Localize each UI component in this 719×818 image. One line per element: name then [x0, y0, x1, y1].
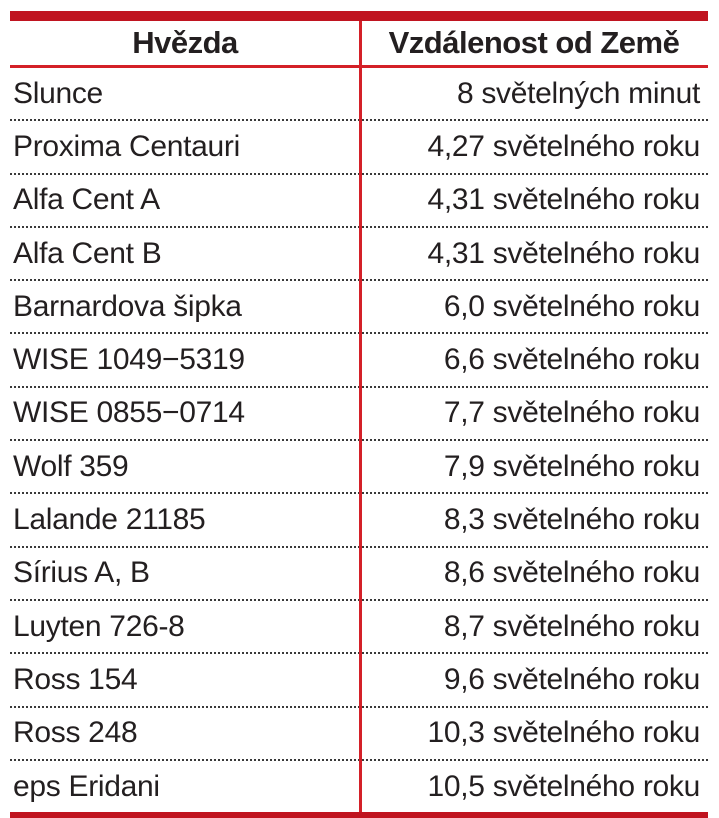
star-name-cell: WISE 0855−0714	[13, 396, 245, 430]
star-name-cell: Lalande 21185	[13, 503, 206, 537]
table-row: Barnardova šipka 6,0 světelného roku	[10, 281, 708, 335]
distance-cell: 4,27 světelného roku	[427, 129, 700, 163]
stars-distance-table: Hvězda Vzdálenost od Země Slunce 8 světe…	[10, 11, 708, 818]
distance-cell: 9,6 světelného roku	[443, 662, 700, 696]
star-name-cell: Alfa Cent A	[13, 183, 160, 217]
column-header-distance: Vzdálenost od Země	[388, 25, 680, 60]
column-header-star: Hvězda	[132, 25, 238, 60]
distance-cell: 10,5 světelného roku	[427, 769, 700, 803]
distance-cell: 8 světelných minut	[456, 76, 700, 110]
star-name-cell: Slunce	[13, 76, 103, 110]
star-name-cell: Sírius A, B	[13, 556, 150, 590]
star-name-cell: Alfa Cent B	[13, 236, 162, 270]
star-name-cell: WISE 1049−5319	[13, 343, 245, 377]
star-name-cell: Barnardova šipka	[13, 289, 242, 323]
distance-cell: 6,0 světelného roku	[443, 289, 700, 323]
distance-cell: 4,31 světelného roku	[427, 236, 700, 270]
star-name-cell: eps Eridani	[13, 769, 160, 803]
distance-cell: 8,3 světelného roku	[443, 503, 700, 537]
table-row: Ross 154 9,6 světelného roku	[10, 654, 708, 708]
table-row: eps Eridani 10,5 světelného roku	[10, 761, 708, 812]
column-divider-line	[359, 21, 362, 813]
table-row: Alfa Cent A 4,31 světelného roku	[10, 175, 708, 228]
star-name-cell: Luyten 726-8	[13, 609, 185, 643]
distance-cell: 6,6 světelného roku	[443, 343, 700, 377]
star-name-cell: Ross 248	[13, 716, 138, 750]
table-row: Wolf 359 7,9 světelného roku	[10, 441, 708, 495]
table-body: Slunce 8 světelných minut Proxima Centau…	[10, 68, 708, 812]
top-accent-bar	[10, 11, 708, 21]
distance-cell: 4,31 světelného roku	[427, 183, 700, 217]
distance-cell: 8,6 světelného roku	[443, 556, 700, 590]
bottom-accent-bar	[10, 812, 708, 818]
distance-cell: 10,3 světelného roku	[427, 716, 700, 750]
distance-cell: 7,9 světelného roku	[443, 449, 700, 483]
star-name-cell: Ross 154	[13, 662, 138, 696]
star-name-cell: Proxima Centauri	[13, 129, 240, 163]
star-name-cell: Wolf 359	[13, 449, 129, 483]
distance-cell: 7,7 světelného roku	[443, 396, 700, 430]
distance-cell: 8,7 světelného roku	[443, 609, 700, 643]
